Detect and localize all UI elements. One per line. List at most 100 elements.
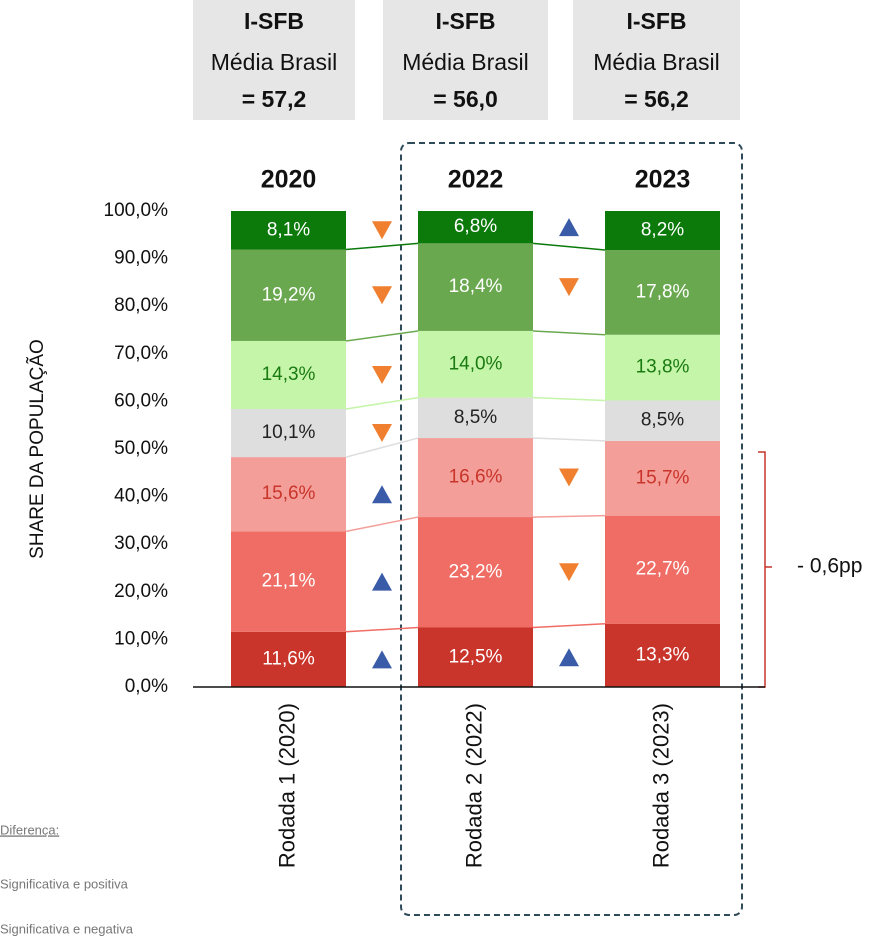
y-tick-label: 50,0% (114, 438, 168, 459)
connector (345, 516, 419, 533)
bar-segment (418, 243, 533, 331)
value-label: 17,8% (636, 281, 690, 302)
x-tick-label: Rodada 3 (2023) (648, 703, 673, 868)
value-label: 21,1% (262, 571, 316, 592)
y-tick-label: 0,0% (125, 676, 168, 697)
significance-arrow (559, 218, 579, 237)
significance-arrow (559, 563, 579, 582)
y-tick-label: 40,0% (114, 486, 168, 507)
bar-segment (418, 397, 533, 439)
header-subtitle: Média Brasil (402, 49, 529, 75)
year-label: 2022 (448, 166, 504, 194)
header-value: = 56,0 (433, 86, 498, 112)
connector (532, 622, 606, 629)
value-label: 18,4% (449, 276, 503, 297)
legend-item: Significativa e negativa (0, 921, 134, 936)
value-label: 11,6% (262, 648, 315, 669)
bar-segment (231, 631, 346, 687)
bar-segment (418, 627, 533, 687)
significance-arrow (372, 221, 392, 240)
bar-segment (231, 457, 346, 532)
legend-title: Diferença: (0, 822, 59, 837)
y-tick-label: 80,0% (114, 295, 168, 316)
y-tick-label: 100,0% (104, 200, 169, 221)
significance-arrow (372, 485, 392, 504)
bar-segment (605, 211, 720, 251)
bar-segment (605, 250, 720, 335)
value-label: 15,6% (262, 483, 316, 504)
x-tick-label: Rodada 2 (2022) (461, 703, 486, 868)
bar-segment (231, 211, 346, 250)
bar-segment (605, 440, 720, 516)
y-tick-label: 90,0% (114, 248, 168, 269)
header-box (573, 0, 740, 120)
y-tick-label: 60,0% (114, 390, 168, 411)
connector (532, 514, 606, 518)
bar-segment (605, 334, 720, 401)
header-title: I-SFB (435, 8, 495, 34)
value-label: 6,8% (454, 216, 497, 237)
bar-segment (418, 517, 533, 628)
significance-arrow (372, 424, 392, 443)
value-label: 10,1% (262, 422, 316, 443)
value-label: 13,8% (636, 357, 690, 378)
bracket (758, 451, 772, 688)
x-tick-label: Rodada 1 (2020) (274, 703, 299, 868)
legend-item: Significativa e positiva (0, 876, 129, 891)
header-box (383, 0, 548, 120)
bar-segment (231, 249, 346, 341)
year-label: 2020 (261, 166, 317, 194)
connector (532, 437, 606, 442)
header-box (193, 0, 355, 120)
bar-segment (231, 531, 346, 632)
significance-arrow (559, 468, 579, 487)
value-label: 8,5% (454, 407, 497, 428)
value-label: 19,2% (262, 284, 316, 305)
significance-arrow (559, 648, 579, 667)
annotation: - 0,6pp (797, 555, 862, 578)
significance-arrow (372, 572, 392, 591)
year-label: 2023 (635, 166, 691, 194)
connector (532, 242, 606, 251)
significance-arrow (372, 365, 392, 384)
value-label: 12,5% (449, 646, 503, 667)
header-subtitle: Média Brasil (211, 49, 338, 75)
y-axis-label: SHARE DA POPULAÇÃO (26, 339, 48, 559)
bar-segment (418, 330, 533, 398)
value-label: 8,2% (641, 220, 684, 241)
y-tick-label: 70,0% (114, 343, 168, 364)
header-subtitle: Média Brasil (593, 49, 720, 75)
significance-arrow (372, 650, 392, 669)
value-label: 8,5% (641, 410, 684, 431)
bar-segment (418, 211, 533, 244)
bar-segment (231, 340, 346, 410)
bar-segment (605, 400, 720, 441)
value-label: 13,3% (636, 644, 690, 665)
value-label: 23,2% (449, 561, 503, 582)
y-tick-label: 30,0% (114, 533, 168, 554)
bar-segment (418, 438, 533, 518)
value-label: 16,6% (449, 467, 503, 488)
value-label: 22,7% (636, 559, 690, 580)
value-label: 8,1% (267, 219, 310, 240)
header-title: I-SFB (244, 8, 304, 34)
connector (345, 626, 419, 633)
connector (345, 330, 419, 342)
header-value: = 57,2 (242, 86, 307, 112)
connector (532, 396, 606, 402)
bar-segment (605, 515, 720, 624)
y-tick-label: 10,0% (114, 628, 168, 649)
bar-segment (605, 623, 720, 687)
significance-arrow (559, 278, 579, 297)
connector (532, 330, 606, 336)
header-title: I-SFB (626, 8, 686, 34)
header-value: = 56,2 (624, 86, 689, 112)
bar-segment (231, 409, 346, 458)
value-label: 14,3% (262, 364, 316, 385)
value-label: 15,7% (636, 467, 690, 488)
highlight-box (400, 142, 743, 916)
significance-arrow (372, 286, 392, 305)
connector (345, 396, 419, 410)
connector (345, 437, 419, 458)
